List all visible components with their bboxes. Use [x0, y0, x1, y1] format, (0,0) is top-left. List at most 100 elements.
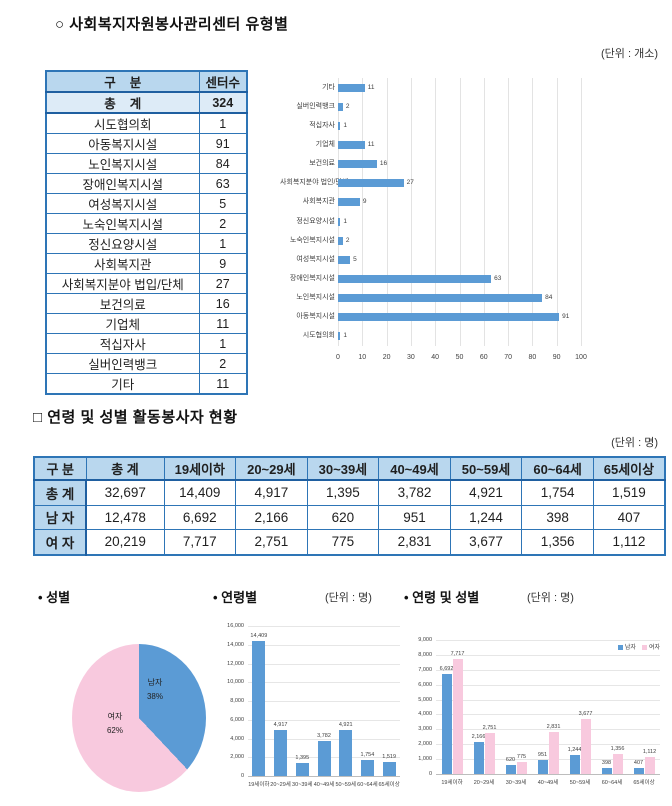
gridline: [248, 626, 400, 627]
gridline: [248, 644, 400, 646]
value-cell: 1,754: [521, 479, 594, 506]
table-row: 실버인력뱅크 2: [45, 353, 248, 374]
table-total-row: 총 계 324: [45, 91, 248, 114]
table-header-row: 구 분 센터수: [45, 70, 248, 93]
bar-value-label: 2,831: [546, 723, 561, 730]
x-axis-tick-label: 50: [455, 354, 464, 361]
bar: [317, 740, 331, 776]
center-type-bar-chart: 0 10 20 30 40 50 60 70 80 90 100 기타 11 실버인력뱅크 2 적십자사 1 기업…: [280, 74, 668, 368]
row-label-cell: 사회복지분야 법입/단체: [45, 273, 200, 294]
bar-value-label: 11: [367, 141, 375, 148]
x-axis-tick-label: 0: [336, 354, 340, 361]
section2-title: □ 연령 및 성별 활동봉사자 현황: [33, 409, 238, 426]
value-cell: 1,356: [521, 529, 594, 555]
legend-label: 남자: [624, 645, 636, 651]
x-axis-tick-label: 70: [504, 354, 512, 361]
row-value-cell: 91: [198, 133, 248, 154]
value-cell: 2,751: [235, 529, 308, 555]
table-row: 아동복지시설 91: [45, 133, 248, 154]
value-cell: 7,717: [163, 529, 237, 555]
row-label-cell: 장애인복지시설: [45, 173, 200, 194]
bar: [338, 294, 543, 303]
age-chart-title: • 연령별: [213, 590, 258, 605]
y-axis-tick-label: 12,000: [227, 660, 244, 667]
bar: [338, 102, 343, 111]
y-axis-tick-label: 6,000: [230, 716, 244, 723]
value-cell: 3,677: [449, 529, 523, 555]
bar-value-label: 620: [505, 756, 516, 763]
bar-value-label: 1,356: [610, 745, 625, 752]
bar-value-label: 2: [345, 236, 350, 244]
category-label: 적십자사: [309, 121, 335, 129]
x-axis-tick-label: 40~49세: [537, 780, 559, 786]
x-axis-tick-label: 65세이상: [378, 782, 400, 788]
table-row: 남 자 12,478 6,692 2,166 620 951 1,244 398 407: [33, 504, 666, 530]
x-axis-tick-label: 20~29세: [473, 780, 495, 786]
bar-value-label: 4,917: [273, 721, 288, 728]
bar: [295, 762, 309, 776]
category-label: 실버인력뱅크: [296, 102, 335, 110]
x-axis-tick-label: 30~39세: [292, 782, 313, 788]
bar: [274, 729, 288, 776]
section1-title: ○ 사회복지자원봉사관리센터 유형별: [55, 16, 289, 33]
bar: [252, 640, 266, 776]
x-axis-line: [248, 776, 400, 777]
value-cell: 3,782: [378, 479, 451, 506]
age-bar-chart: 0 2,000 4,000 6,000 8,000 10,000 12,000 14,000 1…: [208, 616, 404, 800]
x-axis-tick-label: 80: [528, 354, 537, 361]
value-cell: 1,244: [449, 504, 523, 530]
gridline: [248, 663, 400, 665]
value-cell: 951: [378, 504, 451, 530]
category-label: 노인복지시설: [296, 294, 335, 302]
bar: [612, 753, 623, 774]
bar: [516, 762, 527, 774]
value-cell: 2,166: [235, 504, 308, 530]
y-axis-tick-label: 5,000: [418, 696, 432, 703]
bar: [537, 759, 548, 774]
category-label: 보건의료: [309, 160, 335, 168]
total-label-cell: 총 계: [45, 91, 200, 114]
x-axis-tick-label: 19세이하: [441, 780, 463, 786]
gridline: [581, 78, 582, 346]
bar-value-label: 11: [367, 83, 375, 91]
bar: [360, 759, 374, 776]
bar: [338, 313, 560, 322]
age-chart-unit-label: (단위 : 명): [325, 592, 372, 604]
column-header: 30~39세: [306, 456, 380, 481]
bar-value-label: 9: [362, 198, 367, 206]
gridline: [435, 78, 437, 346]
bar: [338, 179, 404, 188]
bar: [338, 160, 377, 169]
row-value-cell: 27: [198, 273, 248, 294]
x-axis-tick-label: 90: [552, 354, 561, 361]
bar: [548, 731, 559, 774]
category-label: 기타: [322, 83, 335, 91]
bar-value-label: 1,112: [642, 749, 657, 756]
category-label: 사회복지관: [302, 198, 335, 206]
column-header: 60~64세: [521, 456, 594, 481]
x-axis-tick-label: 30: [406, 354, 415, 361]
x-axis-tick-label: 20~29세: [270, 782, 291, 788]
bar: [338, 83, 365, 92]
gridline: [532, 78, 534, 346]
x-axis-tick-label: 60~64세: [601, 780, 623, 786]
y-axis-tick-label: 8,000: [418, 651, 432, 658]
column-header: 40~49세: [378, 456, 451, 481]
bar-value-label: 16: [379, 160, 388, 168]
gridline: [436, 640, 660, 641]
table-row: 보건의료 16: [45, 293, 248, 314]
legend: 남자 여자: [612, 642, 660, 651]
table-row: 시도협의회 1: [45, 112, 248, 134]
pie-slice-name: 여자: [107, 712, 123, 721]
pie-slice-percent: 38%: [146, 692, 163, 701]
bar: [338, 255, 351, 264]
bar-value-label: 1: [343, 332, 348, 340]
bar: [338, 141, 365, 149]
row-value-cell: 9: [198, 253, 248, 274]
row-label-cell: 노인복지시설: [45, 153, 200, 174]
table-row: 기타 11: [45, 373, 248, 395]
value-cell: 775: [306, 529, 380, 555]
row-value-cell: 1: [198, 233, 248, 254]
legend-swatch: [641, 644, 647, 650]
